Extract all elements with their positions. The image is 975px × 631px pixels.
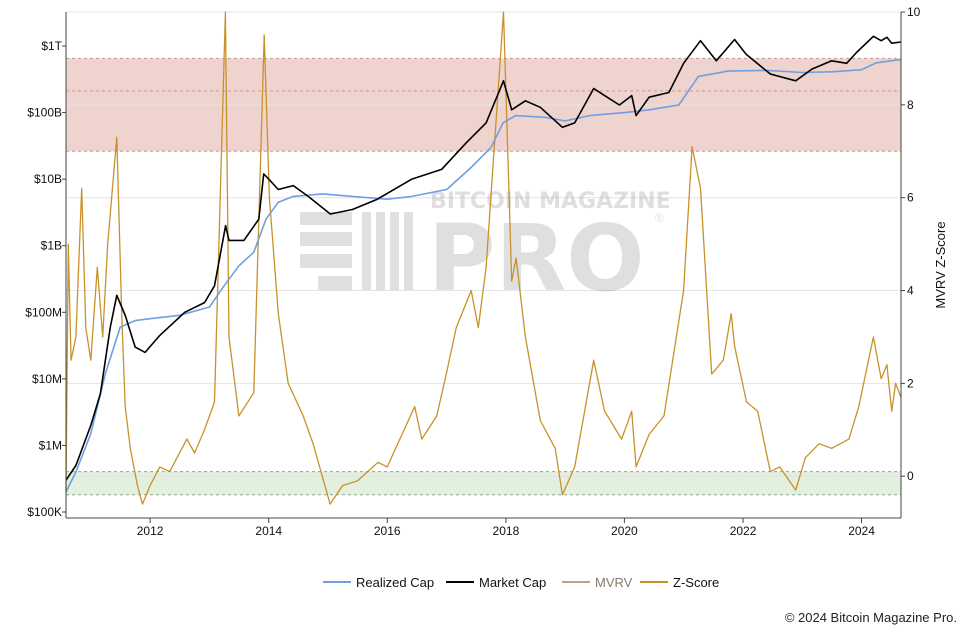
gridlines: [66, 11, 901, 477]
left-tick-label: $1T: [41, 39, 62, 53]
x-axis-ticks: 2012 2014 2016 2018 2020 2022 2024: [137, 518, 875, 538]
legend-label-realized-cap: Realized Cap: [356, 575, 434, 590]
left-tick-label: $100B: [27, 106, 62, 120]
x-tick-label: 2014: [255, 524, 282, 538]
series-line-market-cap: [65, 35, 902, 481]
legend-label-market-cap: Market Cap: [479, 575, 546, 590]
series-line-realized-cap: [65, 58, 902, 493]
right-tick-label: 2: [907, 376, 914, 390]
right-axis-ticks: 0 2 4 6 8 10: [901, 5, 921, 483]
copyright-credit: © 2024 Bitcoin Magazine Pro.: [784, 610, 957, 625]
x-tick-label: 2018: [493, 524, 520, 538]
left-tick-label: $1B: [41, 239, 62, 253]
x-tick-label: 2012: [137, 524, 164, 538]
watermark-trademark: ®: [655, 211, 664, 225]
legend-label-mvrv: MVRV: [595, 575, 633, 590]
legend-item-mvrv[interactable]: MVRV: [562, 575, 633, 590]
x-tick-label: 2022: [730, 524, 757, 538]
right-tick-label: 10: [907, 5, 921, 19]
x-tick-label: 2020: [611, 524, 638, 538]
legend: Realized Cap Market Cap MVRV Z-Score: [323, 575, 719, 590]
left-axis-ticks: $100K $1M $10M $100M $1B $10B $100B $1T: [25, 39, 66, 519]
left-tick-label: $1M: [39, 438, 62, 452]
series-line-z-score: [65, 11, 902, 505]
left-tick-label: $10B: [34, 172, 62, 186]
right-axis-title: MVRV Z-Score: [933, 221, 948, 308]
series-layer: [65, 11, 902, 505]
right-tick-label: 8: [907, 98, 914, 112]
legend-item-z-score[interactable]: Z-Score: [640, 575, 719, 590]
watermark-line2: PRO: [428, 205, 644, 312]
right-tick-label: 6: [907, 191, 914, 205]
legend-item-market-cap[interactable]: Market Cap: [446, 575, 546, 590]
right-tick-label: 0: [907, 469, 914, 483]
watermark: BITCOIN MAGAZINE PRO ®: [300, 189, 671, 312]
legend-label-z-score: Z-Score: [673, 575, 719, 590]
legend-item-realized-cap[interactable]: Realized Cap: [323, 575, 434, 590]
left-tick-label: $100K: [27, 505, 62, 519]
left-tick-label: $100M: [25, 305, 62, 319]
watermark-logo-icon: [300, 212, 413, 290]
x-tick-label: 2024: [848, 524, 875, 538]
x-tick-label: 2016: [374, 524, 401, 538]
right-tick-label: 4: [907, 284, 914, 298]
band-1: [66, 471, 901, 495]
left-tick-label: $10M: [32, 372, 62, 386]
watermark-line1: BITCOIN MAGAZINE: [430, 189, 671, 214]
